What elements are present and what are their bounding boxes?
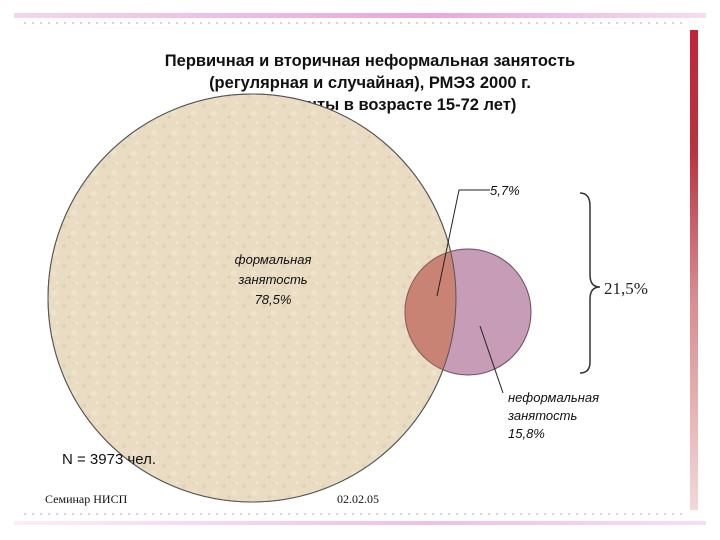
title-line-1: Первичная и вторичная неформальная занят… <box>164 52 576 70</box>
sample-size: N = 3973 чел. <box>62 451 157 468</box>
bottom-decor-bar <box>14 521 706 525</box>
formal-label-line-2: занятость <box>237 272 307 287</box>
right-brace <box>579 192 601 374</box>
right-decor-bar <box>690 30 698 510</box>
bottom-dotted-line <box>24 513 684 515</box>
informal-value: 15,8% <box>508 426 545 441</box>
overlap-value: 5,7% <box>490 183 520 198</box>
title-line-2: (регулярная и случайная), РМЭЗ 2000 г. <box>209 74 531 92</box>
informal-label-line-1: неформальная <box>508 390 599 405</box>
overlap-region <box>405 249 456 375</box>
top-dotted-line <box>24 22 684 24</box>
top-decor-bar <box>14 13 706 18</box>
overlap-leader-line <box>436 189 490 297</box>
bracket-total-value: 21,5% <box>604 279 648 298</box>
informal-label-line-2: занятость <box>507 408 577 423</box>
footer-seminar: Семинар НИСП <box>45 492 128 506</box>
footer-date: 02.02.05 <box>337 492 379 506</box>
formal-label-line-1: формальная <box>235 252 312 267</box>
formal-value: 78,5% <box>255 292 292 307</box>
formal-employment-circle <box>47 93 457 503</box>
informal-leader-line <box>479 325 504 394</box>
